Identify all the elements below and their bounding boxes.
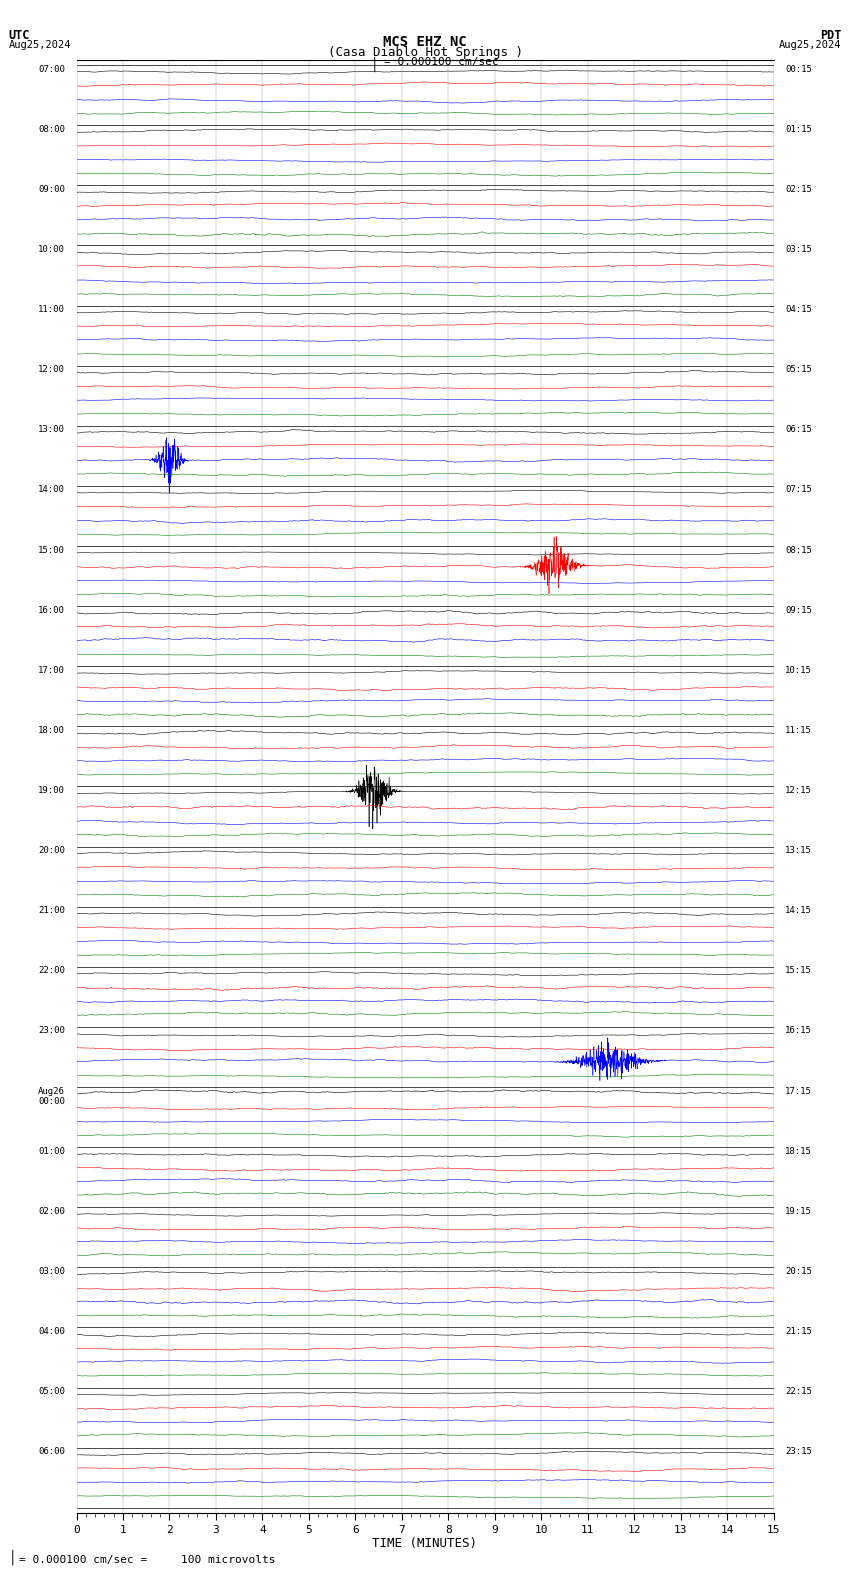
Text: 08:15: 08:15: [785, 545, 812, 554]
Text: 16:00: 16:00: [38, 605, 65, 615]
Text: Aug26: Aug26: [38, 1087, 65, 1096]
Text: 04:00: 04:00: [38, 1327, 65, 1335]
Text: = 0.000100 cm/sec: = 0.000100 cm/sec: [384, 57, 499, 67]
Text: PDT: PDT: [820, 29, 842, 41]
Text: 22:00: 22:00: [38, 966, 65, 976]
X-axis label: TIME (MINUTES): TIME (MINUTES): [372, 1538, 478, 1551]
Text: 01:00: 01:00: [38, 1147, 65, 1156]
Text: 21:00: 21:00: [38, 906, 65, 916]
Text: 00:00: 00:00: [38, 1096, 65, 1106]
Text: 23:15: 23:15: [785, 1448, 812, 1456]
Text: 00:15: 00:15: [785, 65, 812, 73]
Text: 03:00: 03:00: [38, 1267, 65, 1275]
Text: 13:15: 13:15: [785, 846, 812, 855]
Text: 14:00: 14:00: [38, 485, 65, 494]
Text: 21:15: 21:15: [785, 1327, 812, 1335]
Text: 18:15: 18:15: [785, 1147, 812, 1156]
Text: 19:15: 19:15: [785, 1207, 812, 1217]
Text: 12:00: 12:00: [38, 366, 65, 374]
Text: 15:00: 15:00: [38, 545, 65, 554]
Text: 18:00: 18:00: [38, 725, 65, 735]
Text: 13:00: 13:00: [38, 425, 65, 434]
Text: 14:15: 14:15: [785, 906, 812, 916]
Text: 15:15: 15:15: [785, 966, 812, 976]
Text: 09:15: 09:15: [785, 605, 812, 615]
Text: 06:00: 06:00: [38, 1448, 65, 1456]
Text: 04:15: 04:15: [785, 306, 812, 314]
Text: 12:15: 12:15: [785, 786, 812, 795]
Text: Aug25,2024: Aug25,2024: [779, 40, 842, 49]
Text: 20:15: 20:15: [785, 1267, 812, 1275]
Text: = 0.000100 cm/sec =     100 microvolts: = 0.000100 cm/sec = 100 microvolts: [19, 1555, 275, 1565]
Text: 10:15: 10:15: [785, 665, 812, 675]
Text: 08:00: 08:00: [38, 125, 65, 133]
Text: 11:15: 11:15: [785, 725, 812, 735]
Text: 02:15: 02:15: [785, 185, 812, 193]
Text: Aug25,2024: Aug25,2024: [8, 40, 71, 49]
Text: 20:00: 20:00: [38, 846, 65, 855]
Text: 17:15: 17:15: [785, 1087, 812, 1096]
Text: 07:00: 07:00: [38, 65, 65, 73]
Text: 11:00: 11:00: [38, 306, 65, 314]
Text: │: │: [371, 57, 377, 73]
Text: 17:00: 17:00: [38, 665, 65, 675]
Text: │: │: [8, 1549, 16, 1565]
Text: 23:00: 23:00: [38, 1026, 65, 1036]
Text: 06:15: 06:15: [785, 425, 812, 434]
Text: 05:00: 05:00: [38, 1388, 65, 1396]
Text: 01:15: 01:15: [785, 125, 812, 133]
Text: 05:15: 05:15: [785, 366, 812, 374]
Text: 19:00: 19:00: [38, 786, 65, 795]
Text: 07:15: 07:15: [785, 485, 812, 494]
Text: MCS EHZ NC: MCS EHZ NC: [383, 35, 467, 49]
Text: 03:15: 03:15: [785, 246, 812, 253]
Text: (Casa Diablo Hot Springs ): (Casa Diablo Hot Springs ): [327, 46, 523, 59]
Text: 16:15: 16:15: [785, 1026, 812, 1036]
Text: 10:00: 10:00: [38, 246, 65, 253]
Text: 09:00: 09:00: [38, 185, 65, 193]
Text: 02:00: 02:00: [38, 1207, 65, 1217]
Text: UTC: UTC: [8, 29, 30, 41]
Text: 22:15: 22:15: [785, 1388, 812, 1396]
